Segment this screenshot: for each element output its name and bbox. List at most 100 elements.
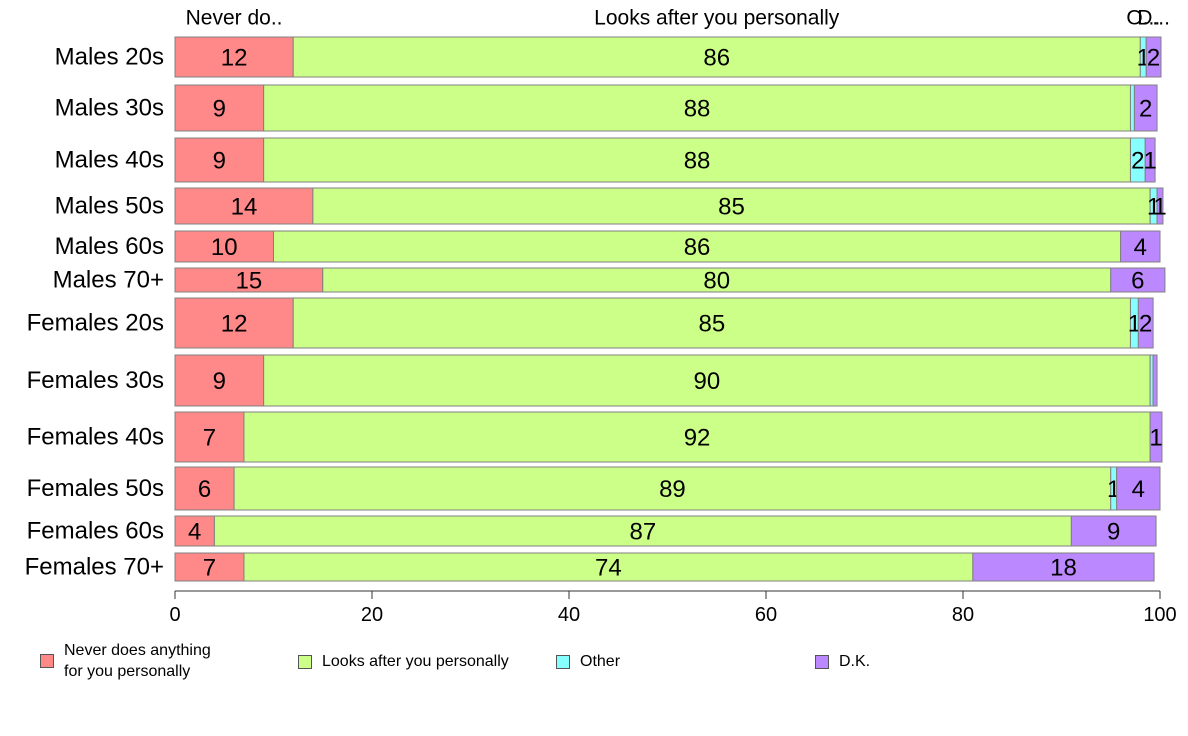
bar-segment: [1116, 466, 1161, 511]
data-label: 87: [630, 519, 657, 546]
series-header-label: D...: [1137, 7, 1170, 30]
data-label: 89: [659, 476, 686, 503]
bar-segment: [1152, 354, 1158, 407]
data-label: 12: [221, 311, 248, 338]
legend-swatch: [556, 655, 570, 669]
x-tick-label: 40: [558, 604, 580, 626]
legend-swatch: [815, 655, 829, 669]
category-label: Males 60s: [55, 233, 164, 260]
data-label: 7: [203, 425, 216, 452]
bar-segment: [263, 354, 1151, 407]
bar-segment: [174, 297, 294, 349]
bar-row: Males 40s 9 88 21: [55, 137, 1157, 183]
x-tick-label: 0: [169, 604, 180, 626]
bar-segment: [1133, 84, 1158, 132]
category-label: Females 60s: [27, 518, 164, 545]
legend-swatch: [40, 654, 54, 668]
bar-segment: [1144, 137, 1156, 183]
legend-swatch: [298, 655, 312, 669]
series-header-label: Looks after you personally: [594, 7, 840, 30]
bar-segment: [1070, 515, 1157, 547]
bar-row: Males 70+ 15 80 6: [53, 267, 1166, 295]
bar-segment: [233, 466, 1112, 511]
bar-segment: [1120, 230, 1161, 263]
bar-row: Males 20s 12 86 12: [55, 36, 1162, 78]
bar-segment: [972, 552, 1155, 582]
bar-segment: [292, 297, 1131, 349]
category-label: Males 70+: [53, 267, 164, 294]
category-label: Males 50s: [55, 193, 164, 220]
data-label: 88: [684, 148, 711, 175]
data-label: 4: [1134, 234, 1147, 261]
bar-segment: [1137, 297, 1154, 349]
data-label: 14: [231, 194, 258, 221]
bar-segment: [174, 230, 274, 263]
x-axis: 0 20 40 60 80 100: [169, 590, 1177, 626]
category-label: Males 40s: [55, 147, 164, 174]
bar-segment: [292, 36, 1141, 78]
bar-row: Males 60s 10 86 4: [55, 230, 1161, 263]
data-label: 74: [595, 555, 622, 582]
legend-item: Other: [556, 651, 620, 672]
data-label: 4: [1132, 476, 1145, 503]
data-label: 86: [703, 45, 730, 72]
category-label: Females 50s: [27, 475, 164, 502]
data-label: 2: [1131, 148, 1144, 175]
x-tick-label: 60: [755, 604, 777, 626]
x-tick-label: 20: [361, 604, 383, 626]
data-label: 6: [198, 476, 211, 503]
category-label: Females 70+: [25, 554, 164, 581]
legend-label: Other: [580, 653, 621, 670]
bar-row: Females 20s 12 85 12: [27, 297, 1154, 349]
legend-item: D.K.: [815, 651, 870, 672]
x-tick-label: 100: [1143, 604, 1176, 626]
x-tick-label: 80: [952, 604, 974, 626]
bar-row: Females 70+ 7 74 18: [25, 552, 1155, 582]
bar-segment: [1156, 187, 1164, 225]
data-label: 9: [1107, 519, 1120, 546]
data-label: 2: [1147, 45, 1160, 72]
bar-segment: [174, 137, 265, 183]
data-label: 9: [213, 368, 226, 395]
data-label: 7: [203, 555, 216, 582]
data-label: 12: [221, 45, 248, 72]
data-label: 10: [211, 234, 238, 261]
legend-item: Looks after you personally: [298, 651, 509, 672]
data-label: 9: [213, 96, 226, 123]
data-label: 18: [1050, 555, 1077, 582]
bar-segment: [174, 354, 265, 407]
legend: Never does anything for you personally Lo…: [0, 640, 1188, 700]
bar-segment: [174, 552, 245, 582]
bar-row: Females 60s 4 87 9: [27, 515, 1157, 547]
legend-label: Never does anything for you personally: [64, 642, 211, 680]
data-label: 15: [236, 268, 263, 295]
data-label: 2: [1139, 96, 1152, 123]
legend-label: D.K.: [839, 653, 871, 670]
data-label: 85: [698, 311, 725, 338]
bar-segment: [243, 552, 974, 582]
data-label: 85: [718, 194, 745, 221]
series-header-labels: Never do.. Looks after you personally O...…: [186, 7, 1170, 30]
bar-segment: [1110, 267, 1166, 293]
data-label: 88: [684, 96, 711, 123]
bar-segment: [213, 515, 1072, 547]
bar-row: Males 50s 14 85 11: [55, 187, 1167, 225]
bar-segment: [322, 267, 1112, 293]
data-label: 80: [703, 268, 730, 295]
bar-segment: [263, 137, 1131, 183]
series-header-label: Never do..: [186, 7, 283, 30]
data-label: 1: [1143, 148, 1156, 175]
data-label: 92: [684, 425, 711, 452]
data-label: 9: [213, 148, 226, 175]
bar-segment: [1145, 36, 1162, 78]
bar-segment: [312, 187, 1151, 225]
bar-segment: [1129, 84, 1135, 132]
bar-row: Females 40s 7 92 1: [27, 411, 1163, 463]
data-label: 86: [684, 234, 711, 261]
category-label: Females 20s: [27, 310, 164, 337]
bar-row: Females 30s 9 90: [27, 354, 1158, 407]
data-label: 1: [1128, 311, 1141, 338]
category-label: Females 40s: [27, 424, 164, 451]
data-label: 1: [1149, 425, 1162, 452]
series-header-label: O...: [1126, 7, 1160, 30]
